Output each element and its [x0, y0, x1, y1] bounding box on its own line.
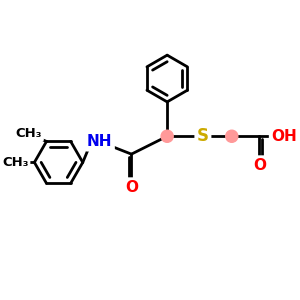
Text: O: O — [253, 158, 266, 172]
Circle shape — [226, 130, 238, 142]
Text: OH: OH — [271, 129, 297, 144]
Text: CH₃: CH₃ — [2, 156, 28, 169]
Text: CH₃: CH₃ — [15, 127, 42, 140]
Circle shape — [161, 130, 173, 142]
Text: S: S — [197, 127, 209, 145]
Text: O: O — [125, 180, 138, 195]
Text: NH: NH — [87, 134, 112, 149]
